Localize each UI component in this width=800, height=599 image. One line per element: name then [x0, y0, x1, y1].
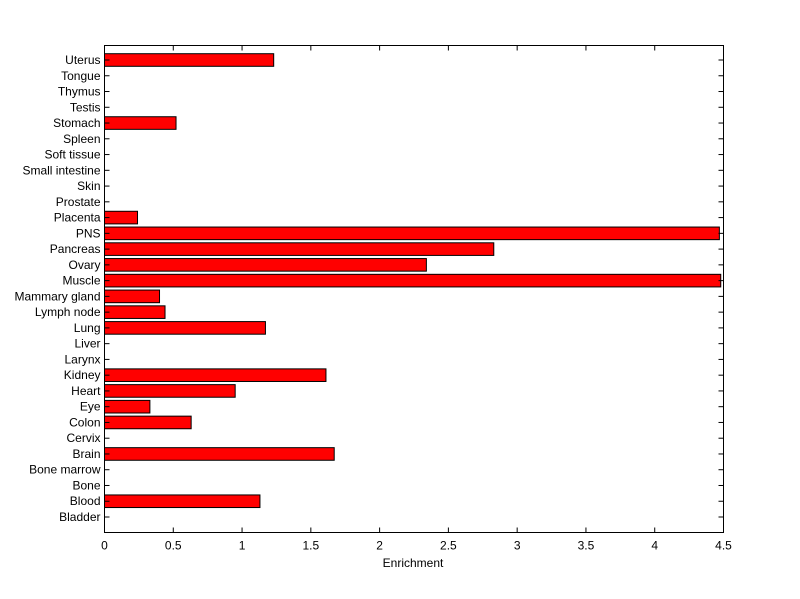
x-tick-label: 1 [239, 539, 246, 553]
ticks [104, 45, 724, 533]
bar [104, 258, 427, 272]
y-tick-label: Ovary [68, 258, 100, 272]
y-tick-label: Bone marrow [29, 463, 101, 477]
y-tick-label: Colon [69, 415, 100, 429]
x-tick-label: 0.5 [165, 539, 182, 553]
y-tick-label: Bone [72, 478, 100, 492]
plot-frame [104, 45, 724, 533]
bar [104, 305, 166, 319]
y-tick-label: Placenta [54, 211, 101, 225]
y-tick-label: Lymph node [35, 305, 101, 319]
y-tick-label: Pancreas [50, 242, 101, 256]
x-tick-label: 1.5 [302, 539, 319, 553]
x-tick-labels: 0 0.5 1 1.5 2 2.5 3 3.5 4 4.5 [101, 539, 732, 553]
x-tick-label: 4 [651, 539, 658, 553]
y-tick-label: Testis [70, 100, 101, 114]
bar [104, 242, 495, 256]
y-tick-label: Stomach [53, 116, 100, 130]
y-tick-label: Mammary gland [14, 289, 100, 303]
y-tick-label: PNS [76, 226, 101, 240]
y-tick-label: Soft tissue [44, 148, 100, 162]
bar [104, 273, 722, 288]
y-tick-label: Prostate [56, 195, 101, 209]
x-tick-label: 0 [101, 539, 108, 553]
bar [104, 415, 192, 430]
y-tick-label: Tongue [61, 69, 101, 83]
y-tick-label: Uterus [65, 53, 100, 67]
bar [104, 368, 327, 382]
y-tick-label: Kidney [64, 368, 101, 382]
x-tick-label: 3 [514, 539, 521, 553]
bar [104, 399, 151, 414]
y-tick-label: Larynx [64, 352, 100, 366]
bars [104, 53, 722, 509]
y-tick-label: Liver [74, 337, 100, 351]
y-tick-label: Skin [77, 179, 100, 193]
bar [104, 116, 177, 130]
x-tick-label: 3.5 [578, 539, 595, 553]
bar [104, 494, 261, 509]
x-tick-label: 2.5 [440, 539, 457, 553]
bar [104, 447, 335, 461]
y-tick-label: Lung [74, 321, 101, 335]
y-tick-label: Heart [71, 384, 101, 398]
y-tick-label: Bladder [59, 510, 100, 524]
y-tick-label: Muscle [62, 274, 100, 288]
bar [104, 321, 266, 335]
y-tick-label: Small intestine [22, 163, 100, 177]
bar [104, 289, 161, 304]
x-axis-label: Enrichment [383, 556, 444, 570]
x-tick-label: 2 [376, 539, 383, 553]
y-tick-label: Eye [80, 400, 101, 414]
bar [104, 384, 236, 398]
bar [104, 226, 720, 241]
y-tick-label: Blood [70, 494, 101, 508]
x-tick-label: 4.5 [715, 539, 732, 553]
y-tick-label: Thymus [58, 85, 101, 99]
bar [104, 53, 275, 67]
y-tick-label: Spleen [63, 132, 100, 146]
y-tick-label: Cervix [66, 431, 100, 445]
y-tick-label: Brain [72, 447, 100, 461]
